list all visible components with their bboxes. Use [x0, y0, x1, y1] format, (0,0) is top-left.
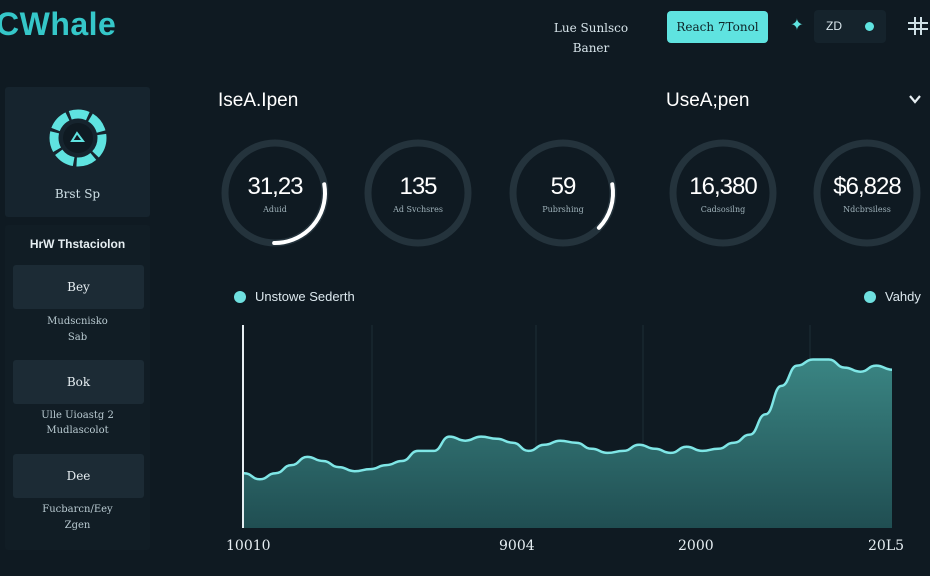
x-tick-label: 9004	[499, 538, 535, 554]
ring-graphic	[509, 139, 617, 247]
sidebar-panel: HrW Thstaciolon Bey Mudscnisko Sab Bok U…	[5, 225, 150, 550]
donut-icon	[49, 109, 107, 167]
sidebar-sub-text: Fucbarcn/Eey	[42, 504, 113, 515]
progress-arc	[223, 141, 327, 245]
ring-graphic	[813, 139, 921, 247]
stat-value: 59	[550, 173, 577, 200]
pin-icon[interactable]: ✦	[790, 17, 804, 34]
panel-title: HrW Thstaciolon	[29, 237, 126, 251]
progress-arc	[511, 141, 615, 245]
stat-label: Cadsosilng	[700, 205, 746, 214]
stat-value: $6,828	[833, 173, 901, 200]
sidebar-sub-text: Ulle Uioastg 2	[41, 410, 114, 421]
settings-icon[interactable]	[906, 14, 930, 38]
section-title-left: IseA.Ipen	[218, 90, 299, 111]
sidebar-sub-text: Mudlascolot	[46, 425, 109, 436]
sidebar-button-2[interactable]: Bok	[13, 360, 144, 404]
legend-dot-icon	[234, 291, 246, 303]
legend-label: Vahdy	[885, 289, 921, 304]
sidebar-sub-text: Zgen	[64, 520, 91, 531]
ring-graphic	[221, 139, 329, 247]
stat-ring: 16,380 Cadsosilng	[666, 136, 780, 250]
section-title-right: UseA;pen	[666, 90, 750, 111]
sidebar-sub-text: Mudscnisko	[47, 316, 108, 327]
ring-graphic	[669, 139, 777, 247]
logo-text: Whale	[19, 6, 117, 42]
stat-label: Ad Svchsres	[393, 205, 443, 214]
stat-ring: $6,828 Ndcbrsiless	[810, 136, 924, 250]
stat-ring: 59 Pubrshing	[506, 136, 620, 250]
legend-dot-icon	[864, 291, 876, 303]
x-tick-label: 2000	[678, 538, 714, 554]
stat-ring: 135 Ad Svchsres	[361, 136, 475, 250]
sidebar-button-1[interactable]: Bey	[13, 265, 144, 309]
sidebar-button-3[interactable]: Dee	[13, 454, 144, 498]
stat-ring: 31,23 Aduid	[218, 136, 332, 250]
pill-label: ZD	[826, 19, 842, 33]
legend-label: Unstowe Sederth	[255, 289, 355, 304]
ring-graphic	[364, 139, 472, 247]
sidebar-summary-card[interactable]: Brst Sp	[5, 87, 150, 217]
stat-value: 135	[399, 173, 437, 200]
stat-value: 31,23	[247, 173, 303, 200]
area-fill	[244, 359, 892, 528]
header-link[interactable]: Lue Sunlsco Baner	[553, 21, 629, 55]
status-dot-icon	[865, 22, 874, 31]
x-tick-label: 10010	[226, 538, 271, 554]
stat-label: Pubrshing	[542, 205, 584, 214]
header-action-button[interactable]: Reach 7Tonol	[667, 11, 768, 43]
area-chart	[242, 325, 893, 528]
stat-label: Aduid	[263, 205, 287, 214]
stat-value: 16,380	[689, 173, 757, 200]
app-logo[interactable]: CWhale	[0, 6, 116, 43]
sidebar-sub-text: Sab	[67, 332, 88, 343]
chevron-down-icon[interactable]	[908, 92, 922, 106]
card-label: Brst Sp	[54, 187, 101, 201]
x-tick-label: 20L5	[868, 538, 905, 554]
series-line	[243, 358, 893, 481]
whale-icon: C	[0, 6, 20, 42]
header-pill[interactable]: ZD	[814, 10, 886, 43]
stat-label: Ndcbrsiless	[843, 205, 891, 214]
